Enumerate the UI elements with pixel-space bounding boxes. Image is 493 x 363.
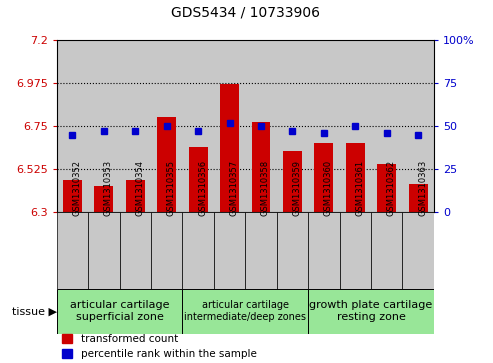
Text: GSM1310361: GSM1310361: [355, 160, 364, 216]
Text: GSM1310353: GSM1310353: [104, 160, 113, 216]
Text: GDS5434 / 10733906: GDS5434 / 10733906: [171, 6, 320, 20]
Bar: [277, 212, 308, 289]
Bar: [57, 40, 88, 212]
Bar: [214, 40, 246, 212]
Bar: [182, 289, 308, 334]
Text: GSM1310354: GSM1310354: [135, 160, 144, 216]
Bar: [214, 212, 246, 289]
Bar: [308, 212, 340, 289]
Text: GSM1310363: GSM1310363: [418, 160, 427, 216]
Bar: [88, 40, 119, 212]
Bar: [182, 212, 214, 289]
Text: GSM1310358: GSM1310358: [261, 160, 270, 216]
Text: GSM1310355: GSM1310355: [167, 160, 176, 216]
Text: GSM1310356: GSM1310356: [198, 160, 207, 216]
Bar: [402, 212, 434, 289]
Text: tissue ▶: tissue ▶: [12, 306, 57, 316]
Bar: [220, 84, 239, 212]
Bar: [251, 122, 270, 212]
Bar: [57, 289, 182, 334]
Bar: [346, 143, 365, 212]
Text: GSM1310360: GSM1310360: [324, 160, 333, 216]
Bar: [119, 212, 151, 289]
Bar: [57, 212, 88, 289]
Bar: [308, 289, 434, 334]
Bar: [315, 143, 333, 212]
Bar: [371, 40, 402, 212]
Bar: [63, 180, 82, 212]
Bar: [340, 40, 371, 212]
Bar: [182, 40, 214, 212]
Bar: [277, 40, 308, 212]
Text: GSM1310362: GSM1310362: [387, 160, 396, 216]
Bar: [157, 117, 176, 212]
Bar: [308, 40, 340, 212]
Bar: [151, 212, 182, 289]
Text: growth plate cartilage
resting zone: growth plate cartilage resting zone: [310, 301, 433, 322]
Bar: [245, 40, 277, 212]
Bar: [94, 185, 113, 212]
Text: GSM1310357: GSM1310357: [230, 160, 239, 216]
Text: GSM1310352: GSM1310352: [72, 160, 81, 216]
Bar: [151, 40, 182, 212]
Bar: [377, 164, 396, 212]
Bar: [88, 212, 119, 289]
Legend: transformed count, percentile rank within the sample: transformed count, percentile rank withi…: [62, 334, 256, 359]
Bar: [371, 212, 402, 289]
Text: GSM1310359: GSM1310359: [292, 160, 301, 216]
Bar: [283, 151, 302, 212]
Text: articular cartilage
intermediate/deep zones: articular cartilage intermediate/deep zo…: [184, 301, 306, 322]
Bar: [126, 180, 145, 212]
Text: articular cartilage
superficial zone: articular cartilage superficial zone: [70, 301, 169, 322]
Bar: [119, 40, 151, 212]
Bar: [189, 147, 208, 212]
Bar: [245, 212, 277, 289]
Bar: [402, 40, 434, 212]
Bar: [409, 184, 427, 212]
Bar: [340, 212, 371, 289]
